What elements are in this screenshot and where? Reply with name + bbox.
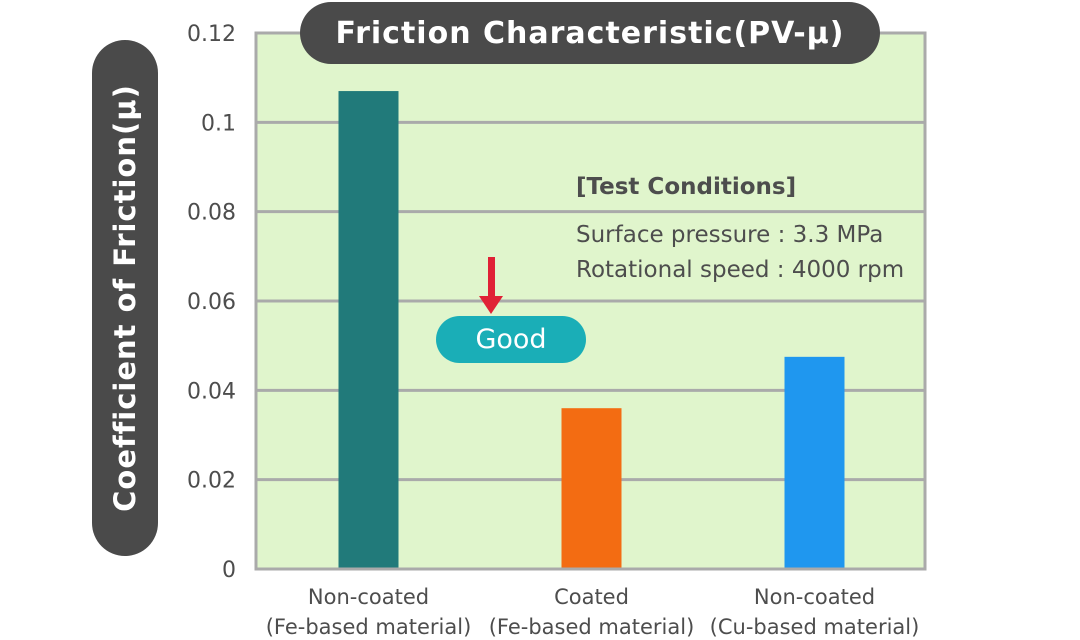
y-tick-labels: 0 0.02 0.04 0.06 0.08 0.1 0.12 — [187, 22, 236, 583]
x-tick-label: Non-coated — [754, 585, 875, 609]
y-tick-label: 0.02 — [187, 469, 236, 494]
x-tick-labels: Non-coated (Fe-based material) Coated (Fe-b… — [266, 585, 920, 639]
x-tick-label: (Cu-based material) — [710, 615, 920, 639]
y-tick-label: 0.08 — [187, 201, 236, 226]
chart-title: Friction Characteristic(PV-μ) — [300, 2, 880, 64]
rotational-speed-text: Rotational speed : 4000 rpm — [576, 257, 905, 283]
y-tick-label: 0.12 — [187, 22, 236, 47]
bar — [561, 408, 622, 569]
x-tick-label: Coated — [554, 585, 629, 609]
down-arrow-icon — [488, 257, 495, 299]
x-tick-label: (Fe-based material) — [266, 615, 472, 639]
bar — [784, 356, 845, 569]
bar — [338, 91, 399, 570]
surface-pressure-text: Surface pressure : 3.3 MPa — [576, 222, 884, 248]
y-tick-label: 0 — [222, 558, 236, 583]
y-tick-label: 0.04 — [187, 379, 236, 404]
test-conditions-heading: [Test Conditions] — [576, 174, 797, 200]
arrow-head-icon — [479, 296, 503, 314]
good-badge: Good — [436, 316, 586, 363]
y-tick-label: 0.06 — [187, 290, 236, 315]
bars — [338, 91, 845, 570]
y-axis-label-pill: Coefficient of Friction(μ) — [92, 40, 158, 556]
y-axis-label: Coefficient of Friction(μ) — [108, 84, 142, 512]
y-tick-label: 0.1 — [201, 111, 236, 136]
x-tick-label: Non-coated — [308, 585, 429, 609]
x-tick-label: (Fe-based material) — [489, 615, 695, 639]
